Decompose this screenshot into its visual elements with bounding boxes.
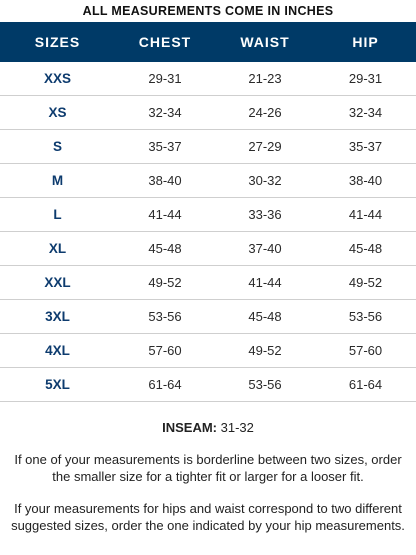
chest-cell: 32-34 (115, 95, 215, 130)
table-row: XXL 49-52 41-44 49-52 (0, 265, 416, 300)
table-row: XL 45-48 37-40 45-48 (0, 231, 416, 266)
hip-cell: 35-37 (315, 129, 416, 164)
waist-cell: 53-56 (215, 367, 315, 402)
column-header-sizes: SIZES (0, 22, 115, 62)
column-header-waist: WAIST (215, 22, 315, 62)
chest-cell: 61-64 (115, 367, 215, 402)
chest-cell: 57-60 (115, 333, 215, 368)
chest-cell: 41-44 (115, 197, 215, 232)
hip-waist-size-note: If your measurements for hips and waist … (11, 501, 405, 533)
waist-cell: 27-29 (215, 129, 315, 164)
chest-cell: 45-48 (115, 231, 215, 266)
table-row: XS 32-34 24-26 32-34 (0, 95, 416, 130)
table-row: 5XL 61-64 53-56 61-64 (0, 367, 416, 402)
table-header: SIZES CHEST WAIST HIP (0, 22, 416, 62)
column-header-chest: CHEST (115, 22, 215, 62)
hip-cell: 41-44 (315, 197, 416, 232)
table-row: S 35-37 27-29 35-37 (0, 129, 416, 164)
borderline-size-note: If one of your measurements is borderlin… (14, 452, 402, 484)
size-cell: 3XL (0, 299, 115, 334)
size-cell: 4XL (0, 333, 115, 368)
waist-cell: 45-48 (215, 299, 315, 334)
waist-cell: 30-32 (215, 163, 315, 198)
chest-cell: 49-52 (115, 265, 215, 300)
waist-cell: 37-40 (215, 231, 315, 266)
header-row: SIZES CHEST WAIST HIP (0, 22, 416, 62)
inseam-value: 31-32 (220, 420, 254, 435)
size-cell: M (0, 163, 115, 198)
waist-cell: 24-26 (215, 95, 315, 130)
page-title: ALL MEASUREMENTS COME IN INCHES (82, 4, 334, 18)
size-cell: L (0, 197, 115, 232)
chest-cell: 38-40 (115, 163, 215, 198)
waist-cell: 49-52 (215, 333, 315, 368)
table-row: 3XL 53-56 45-48 53-56 (0, 299, 416, 334)
size-cell: XS (0, 95, 115, 130)
size-cell: S (0, 129, 115, 164)
inseam-label: INSEAM: (162, 420, 217, 435)
table-body: XXS 29-31 21-23 29-31 XS 32-34 24-26 32-… (0, 62, 416, 402)
table-row: M 38-40 30-32 38-40 (0, 163, 416, 198)
size-chart-table: SIZES CHEST WAIST HIP XXS 29-31 21-23 29… (0, 22, 416, 402)
chest-cell: 35-37 (115, 129, 215, 164)
chest-cell: 29-31 (115, 62, 215, 96)
waist-cell: 33-36 (215, 197, 315, 232)
waist-cell: 21-23 (215, 62, 315, 96)
hip-cell: 49-52 (315, 265, 416, 300)
table-row: XXS 29-31 21-23 29-31 (0, 62, 416, 96)
hip-cell: 57-60 (315, 333, 416, 368)
size-cell: XL (0, 231, 115, 266)
chest-cell: 53-56 (115, 299, 215, 334)
hip-cell: 53-56 (315, 299, 416, 334)
size-cell: 5XL (0, 367, 115, 402)
size-cell: XXL (0, 265, 115, 300)
inseam-line: INSEAM: 31-32 (0, 420, 416, 435)
hip-cell: 61-64 (315, 367, 416, 402)
waist-cell: 41-44 (215, 265, 315, 300)
size-cell: XXS (0, 62, 115, 96)
hip-cell: 45-48 (315, 231, 416, 266)
hip-cell: 38-40 (315, 163, 416, 198)
hip-cell: 29-31 (315, 62, 416, 96)
table-row: L 41-44 33-36 41-44 (0, 197, 416, 232)
hip-cell: 32-34 (315, 95, 416, 130)
column-header-hip: HIP (315, 22, 416, 62)
table-row: 4XL 57-60 49-52 57-60 (0, 333, 416, 368)
